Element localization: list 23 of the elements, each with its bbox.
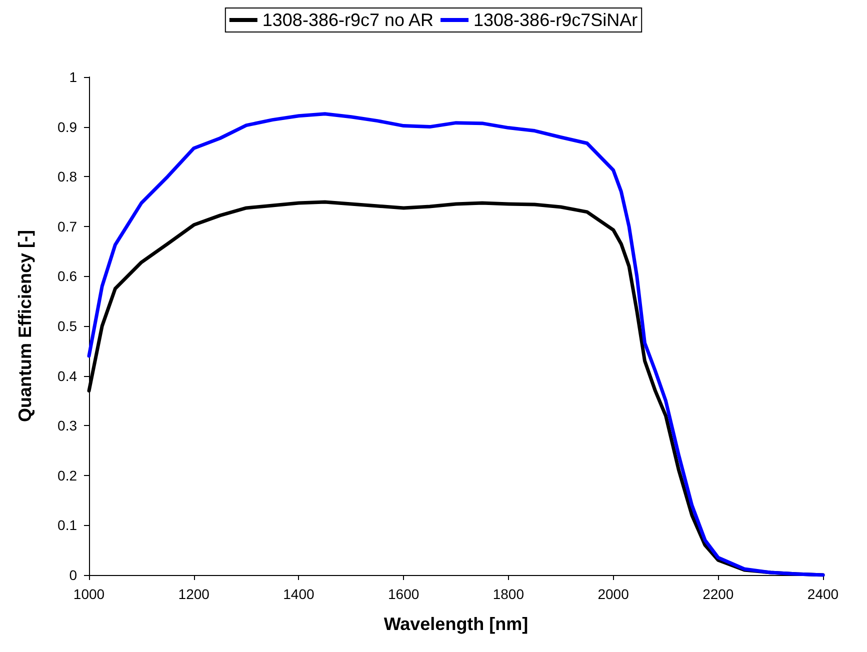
y-tick-label: 0.8 — [58, 168, 78, 185]
x-tick-label: 1400 — [283, 586, 314, 602]
y-tick-label: 0.1 — [58, 517, 78, 534]
x-tick-label: 2200 — [702, 586, 734, 602]
y-axis-title: Quantum Efficiency [-] — [15, 230, 35, 422]
x-tick-label: 1800 — [492, 586, 524, 602]
x-axis-title: Wavelength [nm] — [384, 614, 528, 634]
y-tick-label: 0 — [69, 567, 78, 583]
x-tick-label: 1200 — [178, 586, 210, 602]
y-tick-label: 0.5 — [58, 318, 78, 334]
y-tick-label: 0.4 — [58, 368, 78, 384]
x-tick-label: 1600 — [388, 586, 420, 602]
x-tick-label: 1000 — [73, 586, 105, 602]
y-tick-label: 0.9 — [58, 118, 78, 135]
legend-label: 1308-386-r9c7 no AR — [262, 10, 434, 30]
x-tick-label: 2000 — [598, 586, 630, 602]
y-tick-label: 0.3 — [58, 418, 78, 434]
y-tick-label: 1 — [69, 69, 78, 85]
x-tick-label: 2400 — [807, 586, 839, 602]
y-tick-label: 0.6 — [58, 268, 78, 284]
y-tick-label: 0.2 — [58, 467, 78, 484]
legend-label: 1308-386-r9c7SiNAr — [474, 10, 638, 30]
y-tick-label: 0.7 — [58, 218, 78, 234]
